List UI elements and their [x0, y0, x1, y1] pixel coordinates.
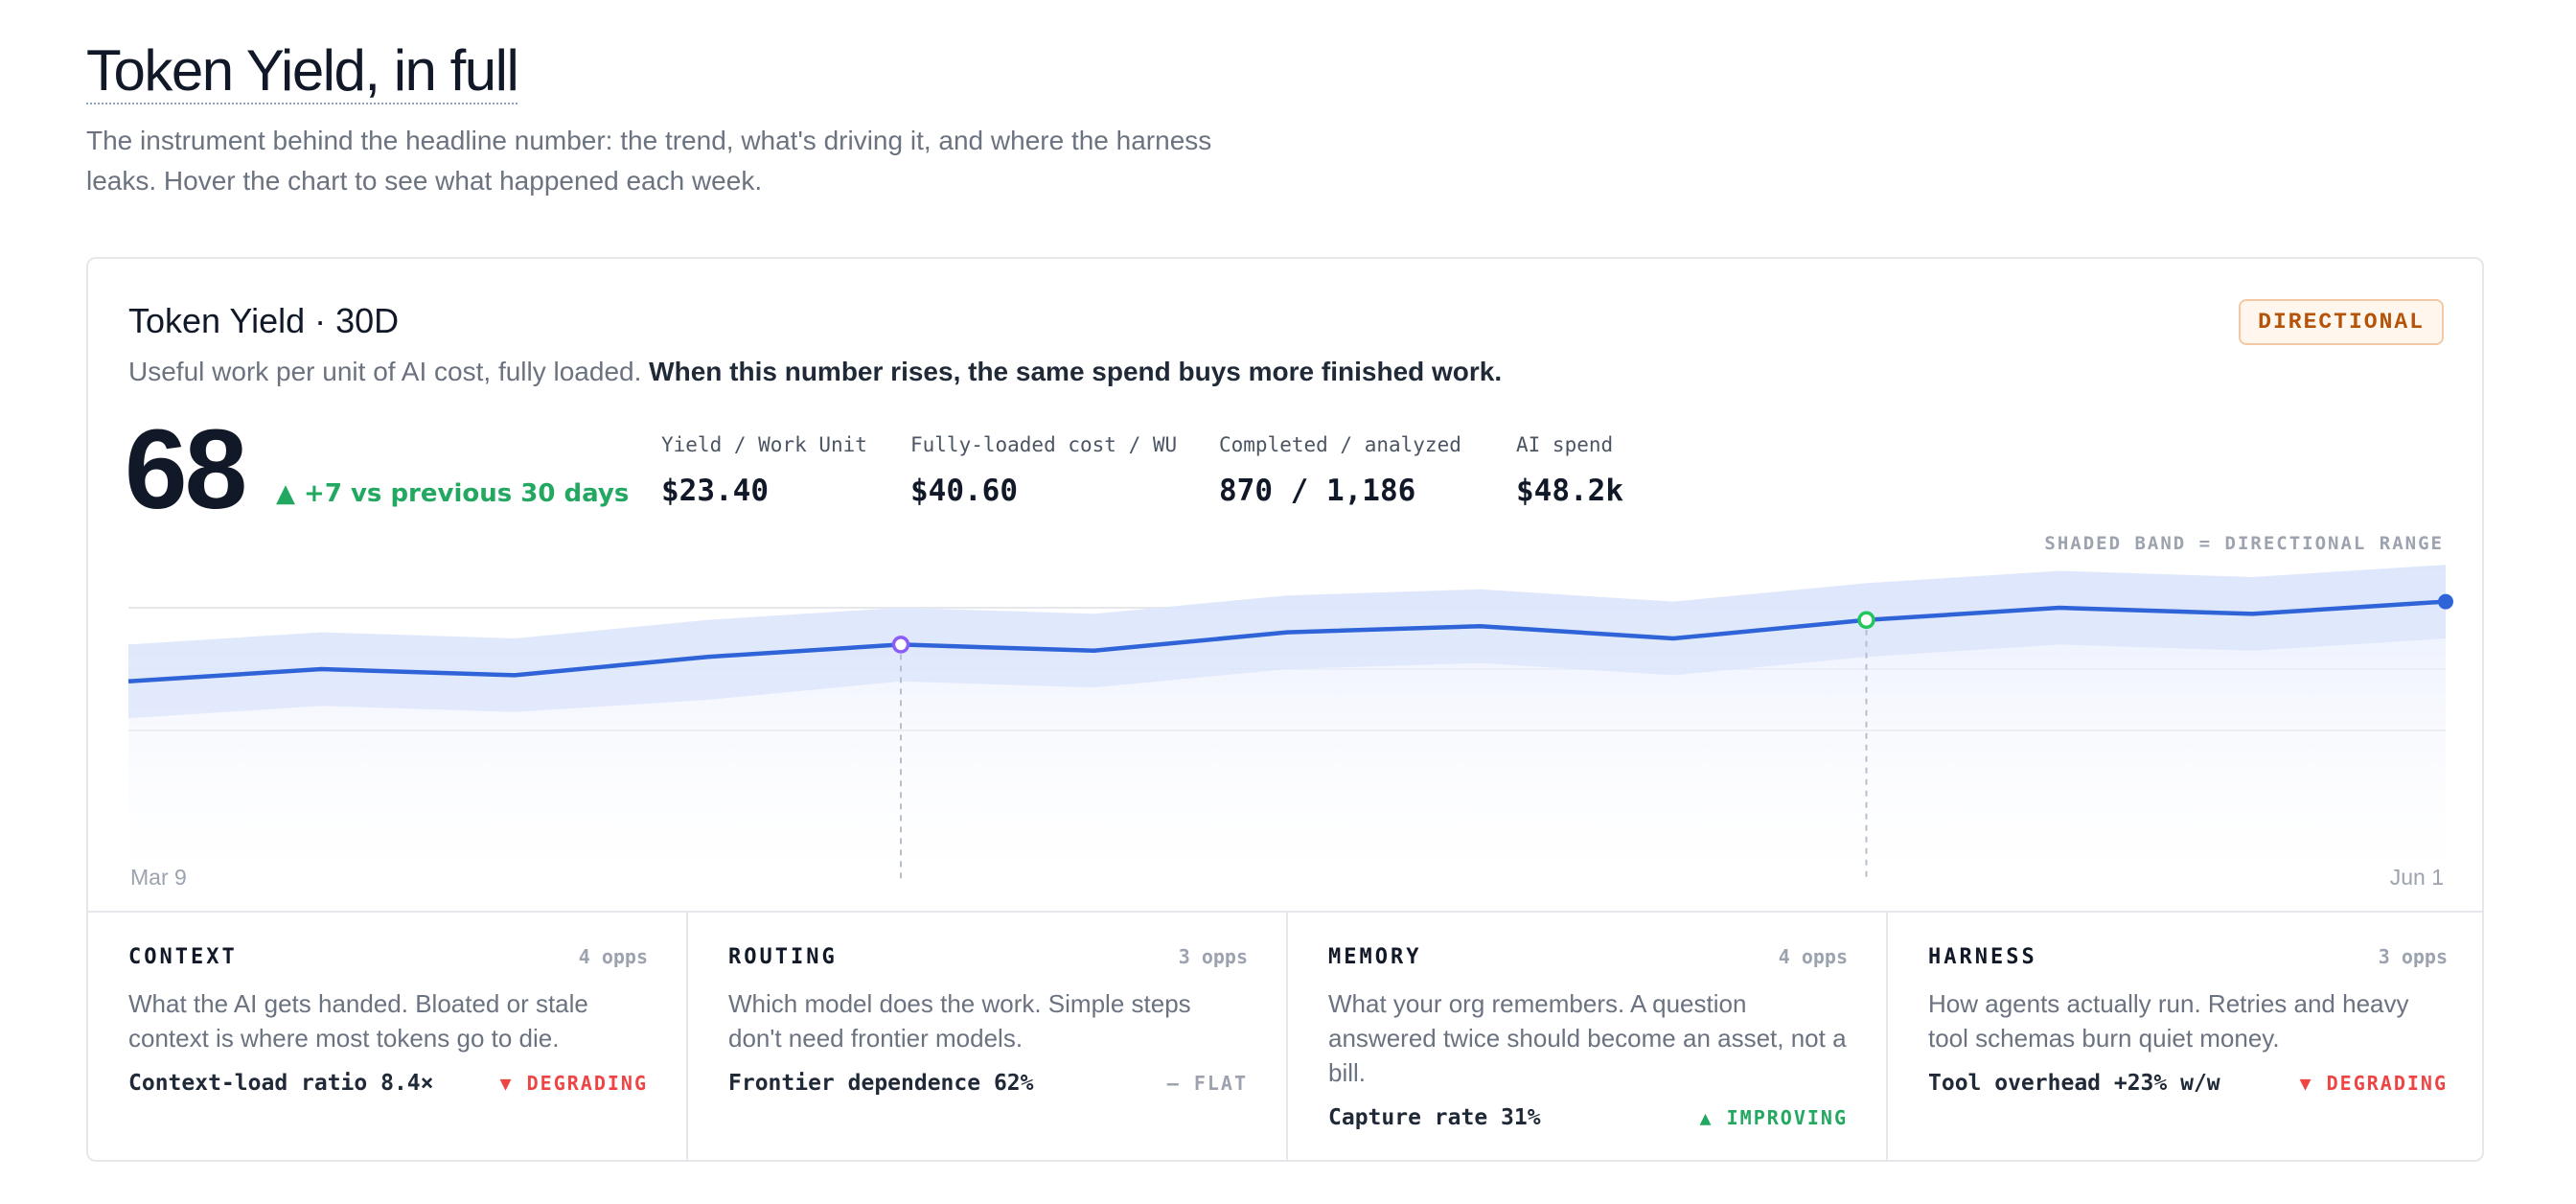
category-context[interactable]: CONTEXT 4 opps What the AI gets handed. … — [88, 913, 688, 1160]
category-opps: 3 opps — [1178, 945, 1248, 968]
directional-badge: DIRECTIONAL — [2239, 299, 2444, 345]
metric-completed-analyzed: Completed / analyzed 870 / 1,186 — [1219, 433, 1461, 508]
metric-value: $48.2k — [1516, 474, 1623, 508]
category-description: Which model does the work. Simple steps … — [728, 989, 1191, 1053]
trend-improving: ▲ IMPROVING — [1699, 1106, 1848, 1129]
latest-point-marker — [2438, 593, 2453, 610]
card-subtitle: Useful work per unit of AI cost, fully l… — [128, 357, 1502, 387]
category-opps: 3 opps — [2378, 945, 2448, 968]
metric-yield-per-wu: Yield / Work Unit $23.40 — [661, 433, 867, 508]
category-harness[interactable]: HARNESS 3 opps How agents actually run. … — [1888, 913, 2482, 1160]
directional-band — [128, 565, 2446, 719]
token-yield-chart[interactable] — [88, 259, 2484, 911]
metric-label: Yield / Work Unit — [661, 433, 867, 456]
metric-label: AI spend — [1516, 433, 1614, 456]
category-name: HARNESS — [1928, 945, 2037, 969]
category-routing[interactable]: ROUTING 3 opps Which model does the work… — [688, 913, 1288, 1160]
metric-value: $40.60 — [910, 474, 1018, 508]
category-name: CONTEXT — [128, 945, 238, 969]
card-subtitle-bold: When this number rises, the same spend b… — [649, 357, 1503, 386]
category-metric: Capture rate 31% — [1328, 1105, 1541, 1130]
score-delta: ▲ +7 vs previous 30 days — [276, 479, 630, 508]
category-memory[interactable]: MEMORY 4 opps What your org remembers. A… — [1288, 913, 1888, 1160]
metric-ai-spend: AI spend $48.2k — [1516, 433, 1623, 508]
page-header: Token Yield, in full The instrument behi… — [86, 35, 1428, 201]
category-name: ROUTING — [728, 945, 838, 969]
score-value: 68 — [125, 406, 247, 533]
event-marker — [1857, 611, 1875, 630]
page-subtitle: The instrument behind the headline numbe… — [86, 126, 1212, 196]
token-yield-line — [127, 599, 2447, 684]
category-metric: Frontier dependence 62% — [728, 1071, 1034, 1096]
metric-value: $23.40 — [661, 474, 769, 508]
event-marker — [891, 636, 910, 654]
trend-degrading: ▼ DEGRADING — [2299, 1072, 2448, 1095]
page-title: Token Yield, in full — [86, 35, 519, 107]
category-metric: Context-load ratio 8.4× — [128, 1071, 434, 1096]
x-label-start: Mar 9 — [130, 865, 187, 890]
metric-value: 870 / 1,186 — [1219, 474, 1416, 508]
trend-flat: – FLAT — [1166, 1072, 1248, 1095]
trend-degrading: ▼ DEGRADING — [499, 1072, 648, 1095]
category-description: What the AI gets handed. Bloated or stal… — [128, 989, 588, 1053]
band-note: SHADED BAND = DIRECTIONAL RANGE — [2044, 533, 2444, 554]
page-title-text: Token Yield, in full — [86, 38, 519, 104]
x-label-end: Jun 1 — [2389, 865, 2444, 890]
category-description: How agents actually run. Retries and hea… — [1928, 989, 2409, 1053]
category-metric: Tool overhead +23% w/w — [1928, 1071, 2220, 1096]
card-title: Token Yield · 30D — [128, 301, 400, 340]
token-yield-card: Token Yield · 30D DIRECTIONAL Useful wor… — [86, 257, 2484, 1162]
category-description: What your org remembers. A question answ… — [1328, 989, 1847, 1087]
category-opps: 4 opps — [1778, 945, 1848, 968]
card-subtitle-plain: Useful work per unit of AI cost, fully l… — [128, 357, 642, 386]
metric-label: Completed / analyzed — [1219, 433, 1461, 456]
metric-cost-per-wu: Fully-loaded cost / WU $40.60 — [910, 433, 1177, 508]
metric-label: Fully-loaded cost / WU — [910, 433, 1178, 456]
driver-categories: CONTEXT 4 opps What the AI gets handed. … — [88, 911, 2482, 1160]
category-opps: 4 opps — [578, 945, 648, 968]
category-name: MEMORY — [1328, 945, 1422, 969]
